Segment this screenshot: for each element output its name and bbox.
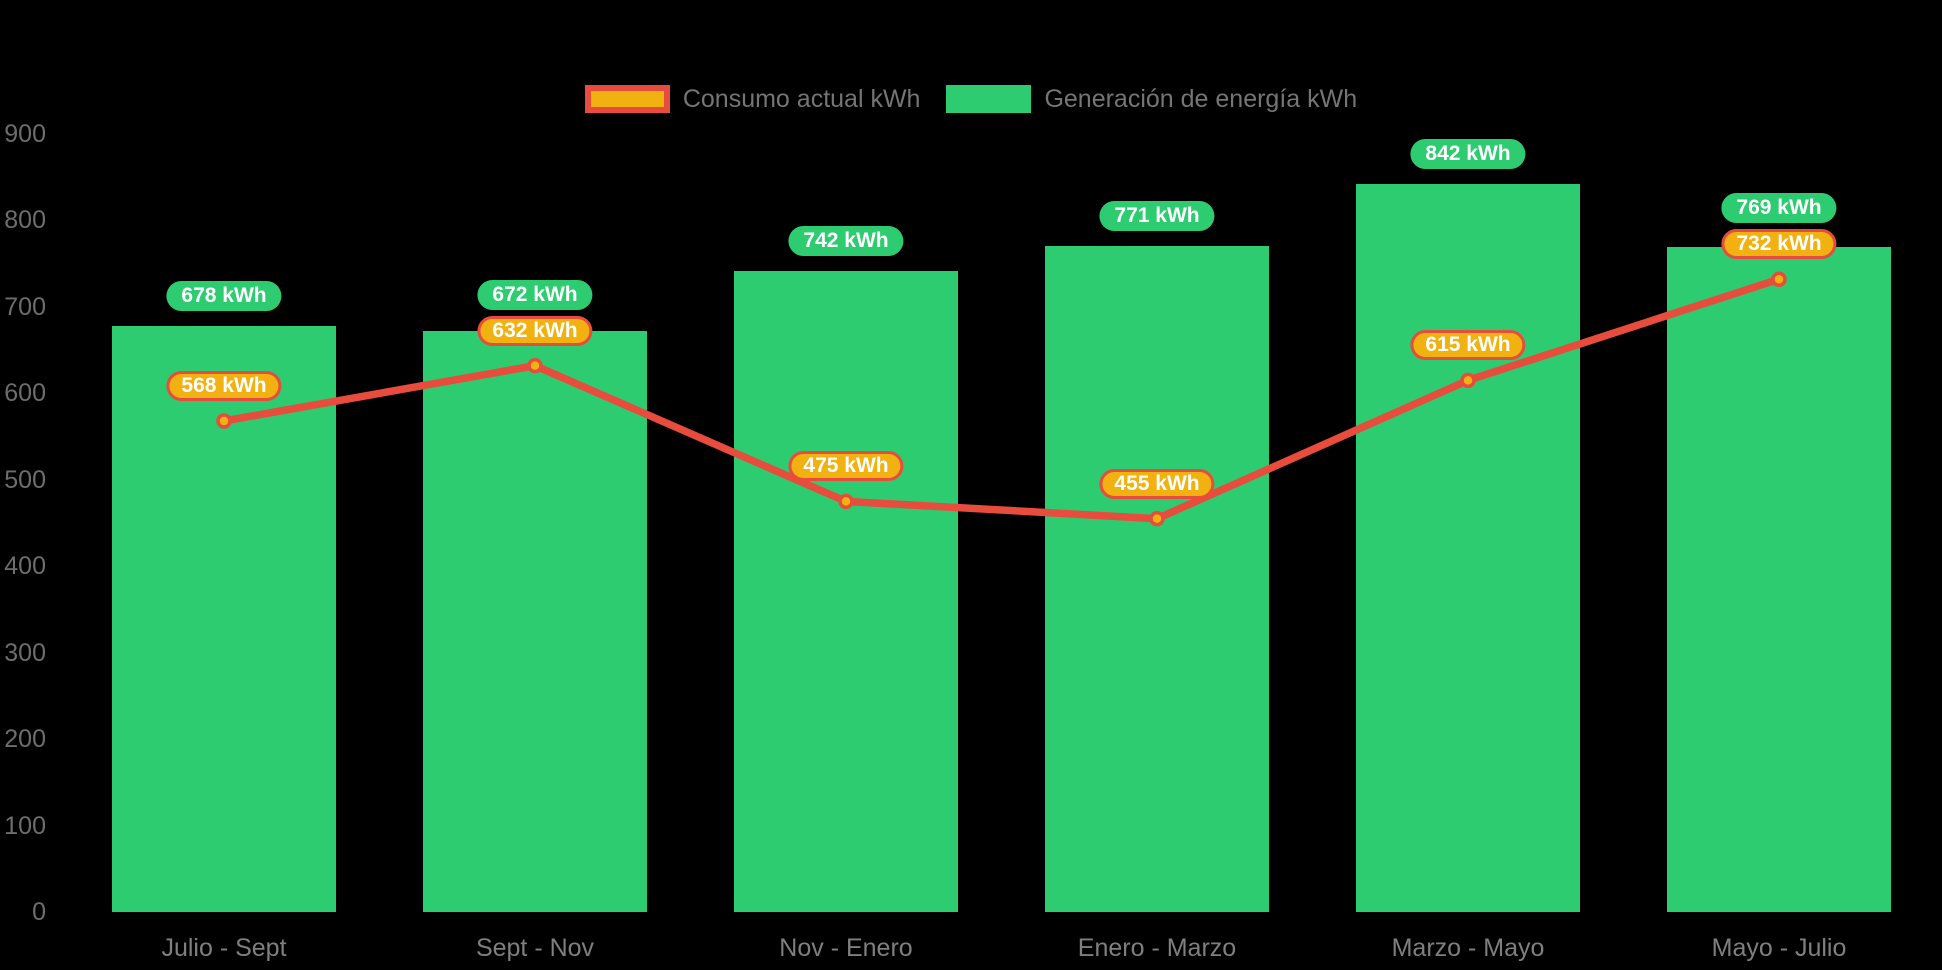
y-axis-label: 100 (4, 811, 46, 840)
y-axis-label: 800 (4, 206, 46, 235)
generation-value-badge: 771 kWh (1099, 200, 1215, 231)
y-axis-label: 500 (4, 465, 46, 494)
x-axis-label: Julio - Sept (161, 934, 287, 962)
y-axis-label: 700 (4, 292, 46, 321)
generation-bar[interactable] (1667, 247, 1891, 912)
line-point-marker[interactable] (1771, 271, 1787, 287)
consumo-legend-label: Consumo actual kWh (682, 85, 921, 113)
consumption-value-badge: 632 kWh (477, 315, 593, 346)
y-axis-label: 0 (32, 898, 46, 926)
line-point-marker[interactable] (838, 493, 854, 510)
generation-value-badge: 842 kWh (1410, 139, 1526, 170)
generation-value-badge: 742 kWh (788, 225, 904, 256)
legend-item-generacion[interactable]: Generación de energía kWh (946, 85, 1357, 113)
y-axis-label: 900 (4, 120, 46, 148)
generation-bar[interactable] (423, 331, 647, 912)
x-axis-label: Marzo - Mayo (1391, 934, 1545, 962)
consumption-value-badge: 568 kWh (166, 370, 282, 401)
consumption-line (223, 275, 1781, 523)
generation-value-badge: 678 kWh (166, 280, 282, 311)
y-axis-label: 200 (4, 725, 46, 754)
consumption-value-badge: 732 kWh (1721, 229, 1837, 260)
x-axis-label: Sept - Nov (475, 934, 595, 962)
generation-bar[interactable] (1045, 245, 1269, 912)
x-axis-label: Mayo - Julio (1711, 934, 1847, 962)
x-axis-label: Nov - Enero (779, 934, 913, 962)
y-axis-label: 400 (4, 552, 46, 581)
generation-bar[interactable] (1356, 184, 1580, 912)
consumption-value-badge: 615 kWh (1410, 330, 1526, 361)
consumption-value-badge: 455 kWh (1099, 468, 1215, 499)
line-point-marker[interactable] (1460, 372, 1476, 389)
y-axis-label: 300 (4, 638, 46, 667)
generacion-legend-swatch-icon (946, 85, 1032, 113)
x-axis-label: Enero - Marzo (1077, 934, 1237, 962)
generation-value-badge: 672 kWh (477, 279, 593, 310)
consumo-legend-swatch-icon (584, 85, 670, 113)
generation-value-badge: 769 kWh (1721, 193, 1837, 224)
y-axis-label: 600 (4, 379, 46, 408)
generation-bar[interactable] (734, 270, 958, 912)
line-point-marker[interactable] (527, 357, 543, 374)
generacion-legend-label: Generación de energía kWh (1044, 85, 1358, 113)
line-point-marker[interactable] (1149, 510, 1165, 527)
legend-item-consumo[interactable]: Consumo actual kWh (584, 85, 921, 113)
line-point-marker[interactable] (216, 413, 232, 429)
consumption-value-badge: 475 kWh (788, 451, 904, 482)
chart-legend: Consumo actual kWh Generación de energía… (0, 85, 1942, 113)
